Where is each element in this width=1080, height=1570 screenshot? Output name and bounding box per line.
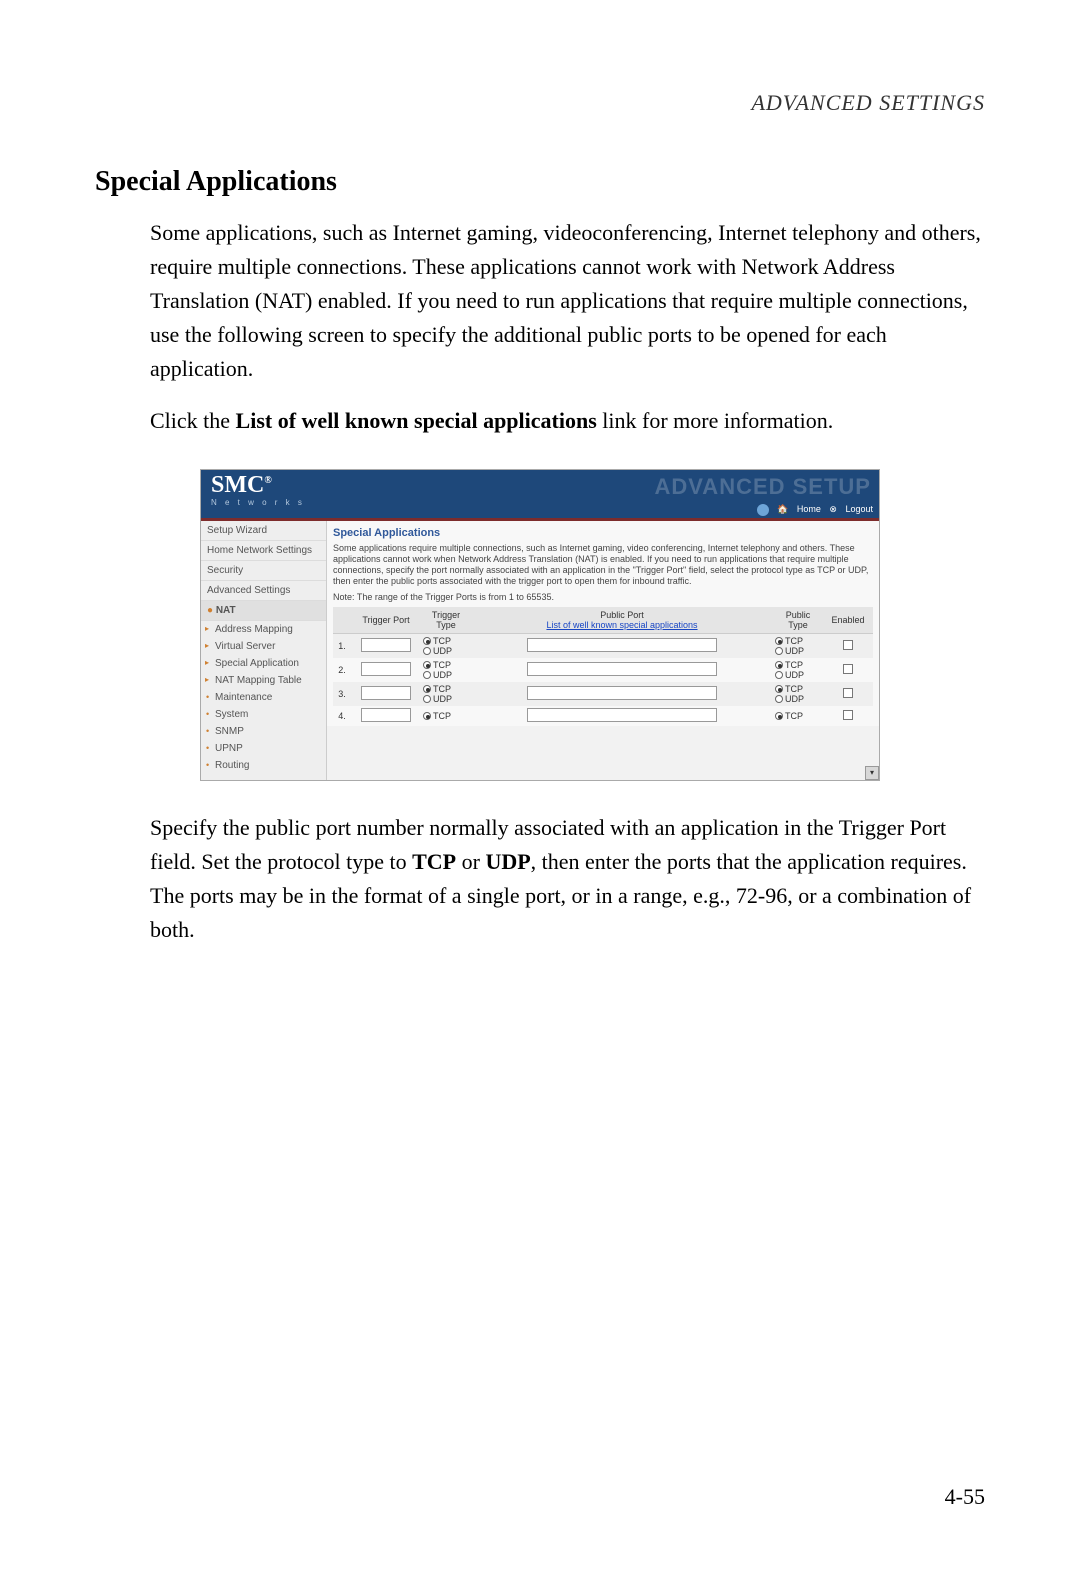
- sidebar-address-mapping[interactable]: Address Mapping: [201, 621, 326, 638]
- table-row: 1. TCP UDP TCP UDP: [333, 633, 873, 658]
- col-public-port: Public Port List of well known special a…: [471, 607, 773, 634]
- p2-link-text: List of well known special applications: [236, 408, 597, 433]
- enabled-checkbox[interactable]: [843, 688, 853, 698]
- col-num: [333, 607, 351, 634]
- public-tcp-radio[interactable]: [775, 685, 783, 693]
- sidebar-snmp[interactable]: SNMP: [201, 723, 326, 740]
- public-port-input[interactable]: [527, 662, 717, 676]
- trigger-port-input[interactable]: [361, 686, 411, 700]
- public-udp-radio[interactable]: [775, 647, 783, 655]
- panel-title: Special Applications: [333, 525, 873, 543]
- sidebar-maintenance[interactable]: Maintenance: [201, 689, 326, 706]
- sidebar-nat-mapping[interactable]: NAT Mapping Table: [201, 672, 326, 689]
- panel-desc: Some applications require multiple conne…: [333, 543, 873, 588]
- sidebar-setup-wizard[interactable]: Setup Wizard: [201, 521, 326, 541]
- trigger-tcp-radio[interactable]: [423, 637, 431, 645]
- col-trigger-type: Trigger Type: [421, 607, 471, 634]
- sidebar-upnp[interactable]: UPNP: [201, 740, 326, 757]
- logout-link[interactable]: ⊗ Logout: [829, 504, 873, 514]
- sidebar-system[interactable]: System: [201, 706, 326, 723]
- p3-tcp: TCP: [412, 849, 456, 874]
- trigger-tcp-radio[interactable]: [423, 661, 431, 669]
- col-trigger-port: Trigger Port: [351, 607, 421, 634]
- enabled-checkbox[interactable]: [843, 664, 853, 674]
- page-number: 4-55: [945, 1484, 985, 1510]
- public-port-input[interactable]: [527, 638, 717, 652]
- page-header: ADVANCED SETTINGS: [95, 90, 985, 116]
- smc-logo: SMC®: [211, 472, 272, 499]
- public-tcp-radio[interactable]: [775, 661, 783, 669]
- sidebar-virtual-server[interactable]: Virtual Server: [201, 638, 326, 655]
- home-link[interactable]: 🏠 Home: [777, 504, 821, 514]
- p3-c: or: [456, 849, 485, 874]
- trigger-tcp-radio[interactable]: [423, 712, 431, 720]
- sidebar-security[interactable]: Security: [201, 561, 326, 581]
- trigger-port-input[interactable]: [361, 708, 411, 722]
- enabled-checkbox[interactable]: [843, 710, 853, 720]
- row-num: 1.: [333, 633, 351, 658]
- row-num: 4.: [333, 706, 351, 726]
- intro-paragraph: Some applications, such as Internet gami…: [150, 216, 985, 386]
- enabled-checkbox[interactable]: [843, 640, 853, 650]
- trigger-udp-radio[interactable]: [423, 695, 431, 703]
- sidebar: Setup Wizard Home Network Settings Secur…: [201, 521, 327, 780]
- trigger-udp-radio[interactable]: [423, 671, 431, 679]
- section-title: Special Applications: [95, 166, 985, 198]
- trigger-port-input[interactable]: [361, 638, 411, 652]
- public-port-input[interactable]: [527, 686, 717, 700]
- trigger-udp-radio[interactable]: [423, 647, 431, 655]
- sidebar-nat[interactable]: ● NAT: [201, 601, 326, 621]
- ss-header: SMC® N e t w o r k s ADVANCED SETUP 🏠 Ho…: [201, 470, 879, 518]
- instructions-paragraph: Specify the public port number normally …: [150, 811, 985, 947]
- trigger-port-input[interactable]: [361, 662, 411, 676]
- special-apps-table: Trigger Port Trigger Type Public Port Li…: [333, 607, 873, 726]
- public-udp-radio[interactable]: [775, 695, 783, 703]
- panel-note: Note: The range of the Trigger Ports is …: [333, 592, 873, 603]
- col-enabled: Enabled: [823, 607, 873, 634]
- table-header-row: Trigger Port Trigger Type Public Port Li…: [333, 607, 873, 634]
- top-nav: 🏠 Home ⊗ Logout: [751, 504, 873, 516]
- ss-body: Setup Wizard Home Network Settings Secur…: [201, 521, 879, 780]
- sidebar-routing[interactable]: Routing: [201, 757, 326, 774]
- public-tcp-radio[interactable]: [775, 712, 783, 720]
- router-screenshot: SMC® N e t w o r k s ADVANCED SETUP 🏠 Ho…: [200, 469, 880, 781]
- well-known-link[interactable]: List of well known special applications: [546, 620, 697, 630]
- table-row: 4. TCP TCP: [333, 706, 873, 726]
- p2-c: link for more information.: [597, 408, 833, 433]
- link-paragraph: Click the List of well known special app…: [150, 404, 985, 438]
- smc-logo-sub: N e t w o r k s: [211, 498, 305, 507]
- sidebar-special-application[interactable]: Special Application: [201, 655, 326, 672]
- sidebar-advanced-settings[interactable]: Advanced Settings: [201, 581, 326, 601]
- p2-a: Click the: [150, 408, 236, 433]
- public-udp-radio[interactable]: [775, 671, 783, 679]
- help-icon[interactable]: [757, 504, 769, 516]
- public-tcp-radio[interactable]: [775, 637, 783, 645]
- col-public-type: Public Type: [773, 607, 823, 634]
- main-panel: Special Applications Some applications r…: [327, 521, 879, 726]
- sidebar-home-network[interactable]: Home Network Settings: [201, 541, 326, 561]
- table-row: 2. TCP UDP TCP UDP: [333, 658, 873, 682]
- banner-title: ADVANCED SETUP: [654, 474, 871, 500]
- scroll-down-icon[interactable]: ▾: [865, 766, 879, 780]
- public-port-input[interactable]: [527, 708, 717, 722]
- trigger-tcp-radio[interactable]: [423, 685, 431, 693]
- table-row: 3. TCP UDP TCP UDP: [333, 682, 873, 706]
- p3-udp: UDP: [485, 849, 530, 874]
- row-num: 3.: [333, 682, 351, 706]
- row-num: 2.: [333, 658, 351, 682]
